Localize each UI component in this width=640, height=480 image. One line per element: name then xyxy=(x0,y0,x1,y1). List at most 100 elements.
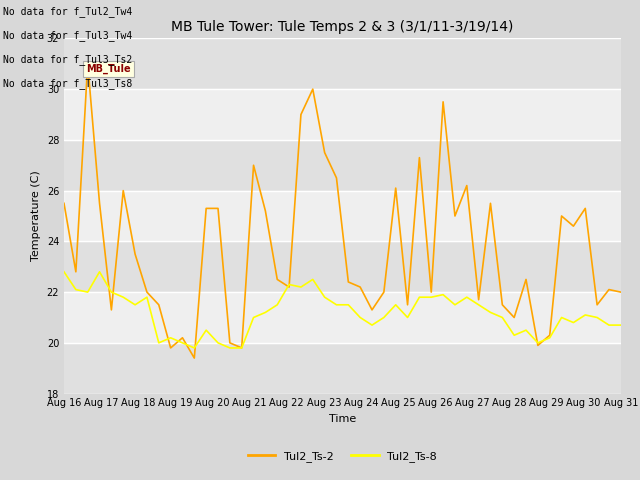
Bar xyxy=(64,191,621,241)
Tul2_Ts-8 xyxy=(72,287,80,292)
Tul2_Ts-2 xyxy=(344,279,352,285)
Tul2_Ts-2 xyxy=(155,302,163,308)
Tul2_Ts-8 xyxy=(486,310,494,315)
Tul2_Ts-2 xyxy=(499,302,506,308)
Tul2_Ts-2 xyxy=(581,205,589,211)
Tul2_Ts-8 xyxy=(285,282,293,288)
Tul2_Ts-2 xyxy=(510,314,518,320)
Tul2_Ts-8 xyxy=(60,269,68,275)
Bar xyxy=(64,292,621,343)
Tul2_Ts-8 xyxy=(108,289,115,295)
Tul2_Ts-2 xyxy=(380,289,388,295)
Tul2_Ts-8 xyxy=(404,314,412,320)
Tul2_Ts-2 xyxy=(179,335,186,341)
Tul2_Ts-2 xyxy=(439,99,447,105)
Tul2_Ts-2 xyxy=(202,205,210,211)
Tul2_Ts-2 xyxy=(226,340,234,346)
Tul2_Ts-2 xyxy=(605,287,612,292)
Tul2_Ts-8 xyxy=(191,345,198,351)
Tul2_Ts-8 xyxy=(546,335,554,341)
Tul2_Ts-8 xyxy=(451,302,459,308)
Tul2_Ts-2 xyxy=(546,332,554,338)
Tul2_Ts-8 xyxy=(226,345,234,351)
Tul2_Ts-8 xyxy=(593,314,601,320)
Tul2_Ts-2 xyxy=(415,155,423,160)
Line: Tul2_Ts-8: Tul2_Ts-8 xyxy=(64,272,621,348)
Tul2_Ts-2 xyxy=(273,276,281,282)
Tul2_Ts-8 xyxy=(499,314,506,320)
Tul2_Ts-2 xyxy=(72,269,80,275)
Tul2_Ts-8 xyxy=(439,292,447,298)
Tul2_Ts-8 xyxy=(534,340,541,346)
Text: No data for f_Tul3_Tw4: No data for f_Tul3_Tw4 xyxy=(3,30,132,41)
Tul2_Ts-2 xyxy=(250,162,257,168)
X-axis label: Time: Time xyxy=(329,414,356,424)
Tul2_Ts-2 xyxy=(593,302,601,308)
Text: No data for f_Tul2_Tw4: No data for f_Tul2_Tw4 xyxy=(3,6,132,17)
Text: No data for f_Tul3_Ts2: No data for f_Tul3_Ts2 xyxy=(3,54,132,65)
Tul2_Ts-8 xyxy=(617,322,625,328)
Tul2_Ts-2 xyxy=(108,307,115,313)
Y-axis label: Temperature (C): Temperature (C) xyxy=(31,170,41,262)
Legend: Tul2_Ts-2, Tul2_Ts-8: Tul2_Ts-2, Tul2_Ts-8 xyxy=(243,446,442,466)
Tul2_Ts-8 xyxy=(202,327,210,333)
Tul2_Ts-8 xyxy=(120,294,127,300)
Tul2_Ts-2 xyxy=(522,276,530,282)
Tul2_Ts-8 xyxy=(309,276,317,282)
Tul2_Ts-8 xyxy=(344,302,352,308)
Tul2_Ts-2 xyxy=(368,307,376,313)
Tul2_Ts-2 xyxy=(557,213,565,219)
Tul2_Ts-2 xyxy=(297,112,305,118)
Tul2_Ts-2 xyxy=(131,251,139,257)
Tul2_Ts-8 xyxy=(356,314,364,320)
Tul2_Ts-2 xyxy=(191,355,198,361)
Tul2_Ts-8 xyxy=(428,294,435,300)
Tul2_Ts-2 xyxy=(486,201,494,206)
Tul2_Ts-8 xyxy=(84,289,92,295)
Tul2_Ts-2 xyxy=(120,188,127,193)
Tul2_Ts-2 xyxy=(534,343,541,348)
Tul2_Ts-2 xyxy=(214,205,222,211)
Tul2_Ts-8 xyxy=(557,314,565,320)
Tul2_Ts-2 xyxy=(285,284,293,290)
Title: MB Tule Tower: Tule Temps 2 & 3 (3/1/11-3/19/14): MB Tule Tower: Tule Temps 2 & 3 (3/1/11-… xyxy=(172,21,513,35)
Tul2_Ts-8 xyxy=(522,327,530,333)
Tul2_Ts-8 xyxy=(131,302,139,308)
Tul2_Ts-8 xyxy=(392,302,399,308)
Tul2_Ts-8 xyxy=(581,312,589,318)
Tul2_Ts-2 xyxy=(143,289,151,295)
Tul2_Ts-2 xyxy=(84,61,92,67)
Tul2_Ts-2 xyxy=(167,345,175,351)
Tul2_Ts-8 xyxy=(167,335,175,341)
Tul2_Ts-2 xyxy=(96,201,104,206)
Tul2_Ts-8 xyxy=(214,340,222,346)
Tul2_Ts-8 xyxy=(475,302,483,308)
Tul2_Ts-2 xyxy=(309,86,317,92)
Tul2_Ts-2 xyxy=(475,297,483,302)
Tul2_Ts-2 xyxy=(404,302,412,308)
Tul2_Ts-2 xyxy=(356,284,364,290)
Tul2_Ts-2 xyxy=(428,289,435,295)
Tul2_Ts-8 xyxy=(463,294,470,300)
Tul2_Ts-8 xyxy=(155,340,163,346)
Tul2_Ts-2 xyxy=(392,185,399,191)
Tul2_Ts-8 xyxy=(605,322,612,328)
Tul2_Ts-2 xyxy=(262,208,269,214)
Tul2_Ts-8 xyxy=(380,314,388,320)
Tul2_Ts-8 xyxy=(510,332,518,338)
Tul2_Ts-2 xyxy=(463,183,470,189)
Tul2_Ts-8 xyxy=(262,310,269,315)
Tul2_Ts-8 xyxy=(297,284,305,290)
Bar xyxy=(64,89,621,140)
Tul2_Ts-8 xyxy=(273,302,281,308)
Tul2_Ts-8 xyxy=(415,294,423,300)
Tul2_Ts-8 xyxy=(368,322,376,328)
Tul2_Ts-2 xyxy=(321,150,328,156)
Text: No data for f_Tul3_Ts8: No data for f_Tul3_Ts8 xyxy=(3,78,132,89)
Tul2_Ts-8 xyxy=(179,340,186,346)
Tul2_Ts-8 xyxy=(321,294,328,300)
Tul2_Ts-2 xyxy=(60,201,68,206)
Tul2_Ts-8 xyxy=(238,345,246,351)
Tul2_Ts-2 xyxy=(333,175,340,181)
Tul2_Ts-8 xyxy=(250,314,257,320)
